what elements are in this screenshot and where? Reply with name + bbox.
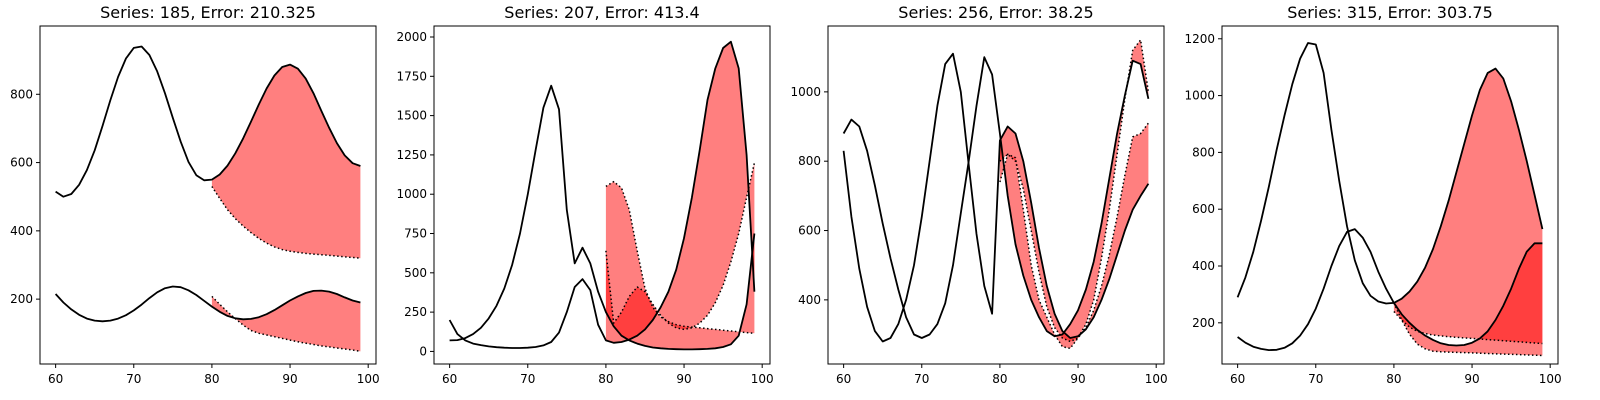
x-tick-label: 70 xyxy=(126,372,141,386)
y-tick-label: 1000 xyxy=(790,85,821,99)
y-tick-label: 2000 xyxy=(396,30,427,44)
actual-line-1 xyxy=(1236,42,1544,305)
x-tick-label: 80 xyxy=(204,372,219,386)
y-tick-label: 800 xyxy=(798,154,821,168)
y-tick-label: 1200 xyxy=(1184,32,1215,46)
x-tick-label: 90 xyxy=(676,372,691,386)
error-band-2 xyxy=(999,123,1149,342)
error-band-2 xyxy=(605,41,755,343)
x-tick-label: 100 xyxy=(1145,372,1168,386)
x-tick-label: 70 xyxy=(520,372,535,386)
actual-line-1 xyxy=(55,45,361,198)
x-tick-label: 70 xyxy=(914,372,929,386)
chart-panel-4: 60 70 80 90 100 200 400 600 800 1000 1200 Series: 3… xyxy=(1184,3,1561,386)
y-tick-label: 1250 xyxy=(396,148,427,162)
x-tick-label: 80 xyxy=(992,372,1007,386)
y-tick-label: 400 xyxy=(1192,259,1215,273)
plot-frame xyxy=(433,25,771,365)
forecast-line-3 xyxy=(1393,310,1543,345)
x-tick-label: 60 xyxy=(836,372,851,386)
error-band-1 xyxy=(211,64,361,259)
actual-line-2 xyxy=(1237,228,1543,352)
chart-title: Series: 185, Error: 210.325 xyxy=(100,3,316,22)
forecast-line-4 xyxy=(999,39,1150,350)
y-tick-label: 400 xyxy=(798,293,821,307)
actual-line-2 xyxy=(54,285,361,323)
x-tick-label: 90 xyxy=(1070,372,1085,386)
y-tick-label: 1500 xyxy=(396,109,427,123)
y-tick-label: 250 xyxy=(404,305,427,319)
y-tick-label: 750 xyxy=(404,227,427,241)
y-tick-label: 400 xyxy=(10,224,33,238)
y-tick-label: 600 xyxy=(10,156,33,170)
forecast-line-4 xyxy=(1393,302,1543,357)
y-tick-label: 200 xyxy=(1192,316,1215,330)
actual-line-1 xyxy=(449,84,756,351)
y-tick-label: 0 xyxy=(419,344,427,358)
x-tick-label: 60 xyxy=(48,372,63,386)
y-tick-label: 600 xyxy=(1192,202,1215,216)
y-tick-label: 1000 xyxy=(396,187,427,201)
y-tick-label: 500 xyxy=(404,266,427,280)
plot-frame xyxy=(827,25,1165,365)
y-tick-label: 200 xyxy=(10,292,33,306)
plot-area xyxy=(54,45,361,353)
actual-line-2 xyxy=(842,52,1150,343)
chart-title: Series: 256, Error: 38.25 xyxy=(898,3,1093,22)
y-tick-label: 800 xyxy=(10,87,33,101)
error-band-1 xyxy=(1393,68,1543,344)
y-tick-label: 1000 xyxy=(1184,89,1215,103)
error-band-2 xyxy=(211,290,361,352)
chart-panel-2: 60 70 80 90 10002505007501000125015001750200… xyxy=(396,3,773,386)
chart-title: Series: 315, Error: 303.75 xyxy=(1287,3,1493,22)
x-tick-label: 90 xyxy=(1464,372,1479,386)
x-tick-label: 60 xyxy=(1230,372,1245,386)
x-tick-label: 100 xyxy=(1539,372,1562,386)
error-band-2 xyxy=(1393,243,1543,356)
forecast-line-3 xyxy=(605,180,755,335)
y-tick-label: 1750 xyxy=(396,69,427,83)
x-tick-label: 60 xyxy=(442,372,457,386)
chart-panel-1: 60 70 80 90 100 200 400 600 800 Series: 185, Erro… xyxy=(10,3,380,386)
plot-area xyxy=(842,39,1150,350)
x-tick-label: 80 xyxy=(1386,372,1401,386)
plot-frame xyxy=(1221,25,1559,365)
x-tick-label: 100 xyxy=(357,372,380,386)
forecast-line-4 xyxy=(211,295,361,353)
forecast-line-4 xyxy=(605,162,756,331)
x-tick-label: 90 xyxy=(282,372,297,386)
x-tick-label: 70 xyxy=(1308,372,1323,386)
plot-frame xyxy=(39,25,377,365)
y-tick-label: 600 xyxy=(798,224,821,238)
plot-area xyxy=(1236,42,1544,357)
chart-panel-3: 60 70 80 90 100 400 600 800 1000 Series: 256, Err… xyxy=(790,3,1167,386)
x-tick-label: 80 xyxy=(598,372,613,386)
y-tick-label: 800 xyxy=(1192,145,1215,159)
actual-line-2 xyxy=(448,40,756,349)
forecast-line-3 xyxy=(211,186,361,259)
plot-area xyxy=(448,40,756,351)
actual-line-1 xyxy=(842,56,1150,339)
x-tick-label: 100 xyxy=(751,372,774,386)
forecast-line-3 xyxy=(999,122,1150,343)
chart-title: Series: 207, Error: 413.4 xyxy=(504,3,699,22)
